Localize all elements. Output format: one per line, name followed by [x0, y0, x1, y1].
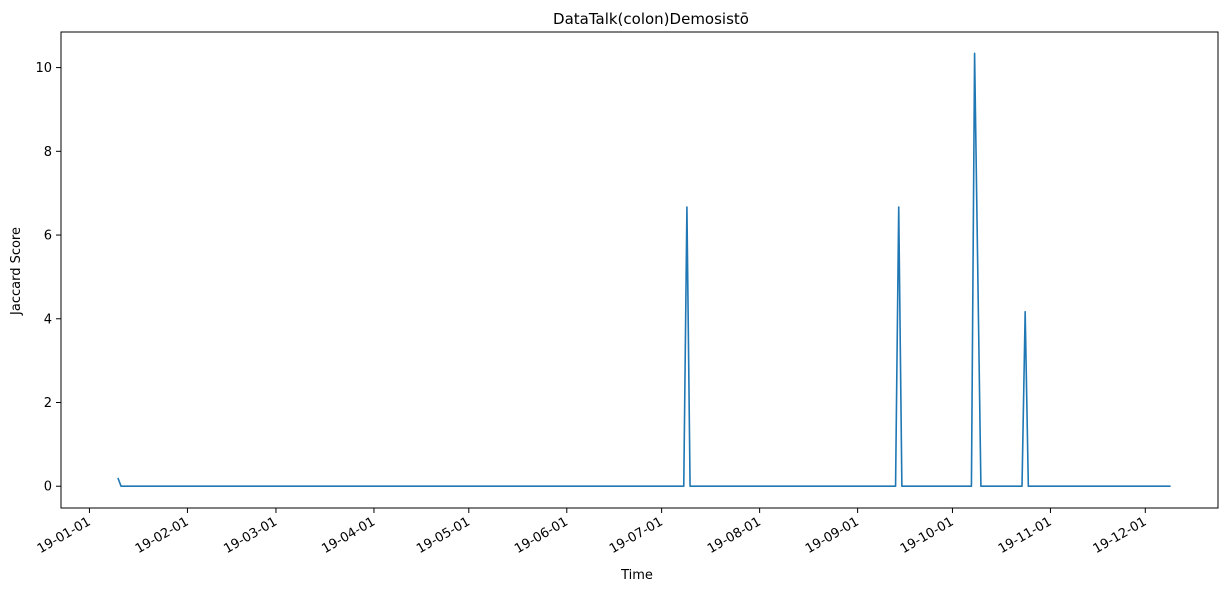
y-axis: 0 2 4 6 8 10 — [35, 61, 61, 495]
chart-title: DataTalk(colon)Demosistō — [553, 10, 749, 28]
plot-area — [60, 31, 1219, 509]
plot-frame — [60, 31, 1219, 509]
y-axis-label: Jaccard Score — [9, 227, 24, 316]
y-tick-label: 10 — [35, 61, 52, 76]
y-tick-label: 2 — [44, 396, 52, 411]
series-line — [117, 52, 1171, 488]
y-tick-label: 4 — [44, 312, 52, 327]
x-axis-label: Time — [620, 568, 653, 583]
y-tick-label: 6 — [44, 229, 52, 244]
y-tick-label: 0 — [44, 480, 52, 495]
y-tick-label: 8 — [44, 145, 52, 160]
